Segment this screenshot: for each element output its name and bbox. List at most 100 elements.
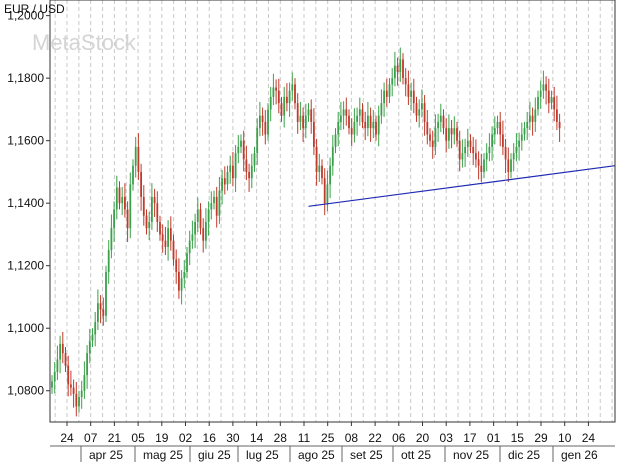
candle-body [385, 90, 388, 97]
candle-body [99, 303, 102, 310]
candle-body [107, 250, 110, 272]
candle-body [188, 240, 191, 254]
candle-body [137, 146, 140, 172]
candle-body [342, 109, 345, 116]
candle-body [296, 103, 299, 122]
candle-body [477, 159, 480, 166]
candle-body [372, 121, 375, 129]
x-tick-label: 19 [155, 431, 169, 445]
trend-line [308, 165, 616, 207]
candle-body [340, 115, 342, 122]
candle-body [259, 115, 261, 129]
candle-body [280, 103, 283, 116]
candle-body [331, 146, 334, 166]
candle-body [286, 96, 288, 104]
x-tick-label: 29 [534, 431, 548, 445]
y-tick-label: 1,1000 [7, 321, 44, 335]
candle-body [232, 165, 234, 179]
candle-body [539, 90, 542, 97]
candle-body [194, 221, 196, 235]
candle-body [202, 228, 205, 241]
candle-body [453, 128, 456, 135]
candle-body [115, 187, 118, 210]
candle-body [377, 115, 380, 135]
candle-body [383, 90, 385, 104]
candle-body [558, 121, 561, 129]
x-tick-label: 22 [368, 431, 382, 445]
candle-body [124, 196, 126, 210]
candle-body [515, 146, 518, 154]
candle-body [485, 153, 488, 160]
x-tick-label: 01 [487, 431, 501, 445]
month-label: lug 25 [246, 448, 279, 462]
candle-body [504, 146, 507, 160]
candle-body [423, 103, 426, 122]
candle-body [466, 140, 469, 147]
month-label: apr 25 [89, 448, 123, 462]
candle-body [245, 159, 248, 172]
candle-body [542, 84, 545, 91]
candle-body [105, 271, 107, 316]
x-tick-label: 03 [440, 431, 454, 445]
candle-body [507, 159, 510, 172]
x-tick-label: 05 [131, 431, 145, 445]
month-label: ago 25 [298, 448, 335, 462]
candle-body [226, 171, 229, 185]
x-tick-label: 07 [84, 431, 98, 445]
candle-body [531, 115, 534, 122]
candle-body [375, 121, 377, 135]
candle-body [364, 121, 367, 129]
candle-body [253, 153, 256, 166]
candle-body [475, 153, 477, 160]
candle-body [56, 359, 59, 372]
candle-body [167, 228, 169, 247]
candle-body [529, 115, 531, 122]
candle-body [215, 196, 218, 216]
y-tick-label: 1,0800 [7, 384, 44, 398]
y-tick-label: 1,1400 [7, 196, 44, 210]
candle-body [75, 393, 78, 407]
y-tick-label: 1,2000 [7, 9, 44, 23]
candle-body [156, 203, 159, 222]
candle-body [261, 115, 264, 122]
candle-body [429, 134, 431, 141]
candle-body [67, 365, 70, 385]
chart-title: EUR / USD [4, 2, 65, 16]
candle-body [186, 253, 188, 272]
candle-body [310, 109, 313, 122]
x-tick-label: 28 [274, 431, 288, 445]
candle-body [321, 165, 323, 179]
candle-body [113, 209, 115, 229]
candle-body [469, 140, 472, 147]
candle-body [488, 146, 491, 154]
candle-body [353, 121, 356, 135]
candle-body [237, 146, 240, 154]
candle-body [91, 334, 94, 341]
candle-body [534, 109, 537, 122]
candle-body [318, 165, 321, 172]
x-tick-label: 06 [392, 431, 406, 445]
candle-body [499, 121, 502, 135]
grid-lines [54, 0, 613, 422]
x-tick-label: 08 [345, 431, 359, 445]
month-label: ott 25 [401, 448, 431, 462]
x-tick-label: 10 [558, 431, 572, 445]
candle-body [315, 146, 318, 172]
candle-body [110, 228, 113, 251]
candle-body [348, 115, 350, 129]
candle-body [512, 153, 515, 160]
candle-body [361, 109, 364, 122]
candle-body [410, 90, 412, 97]
candle-body [458, 140, 461, 160]
candle-body [367, 115, 369, 129]
candle-body [175, 259, 178, 272]
candle-body [126, 209, 129, 229]
x-tick-label: 15 [511, 431, 525, 445]
candle-body [213, 196, 215, 204]
candle-body [302, 115, 304, 129]
candle-body [183, 271, 186, 279]
candle-body [307, 109, 310, 116]
candle-body [172, 240, 175, 260]
